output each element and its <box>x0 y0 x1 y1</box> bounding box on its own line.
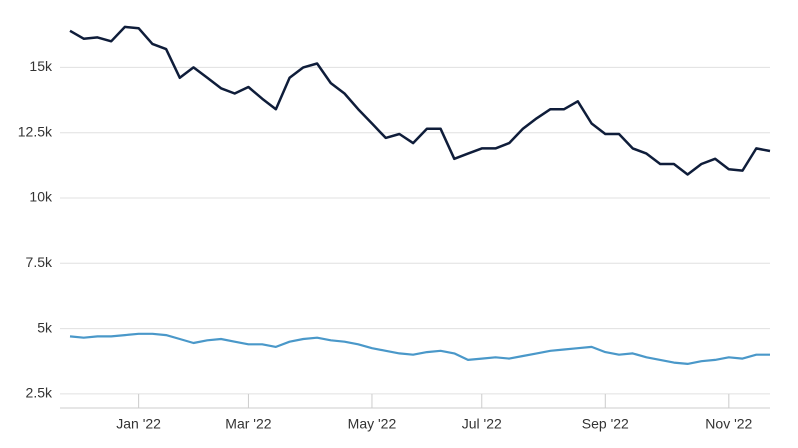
series-line <box>69 25 771 176</box>
y-tick-label: 7.5k <box>26 254 53 270</box>
x-tick-label: Nov '22 <box>705 416 752 432</box>
x-tick-label: Jul '22 <box>462 416 502 432</box>
x-tick-label: Mar '22 <box>225 416 271 432</box>
y-tick-label: 2.5k <box>26 385 53 401</box>
x-tick-label: Jan '22 <box>116 416 161 432</box>
series-line <box>69 332 770 365</box>
y-tick-label: 10k <box>29 189 53 205</box>
y-tick-label: 12.5k <box>18 123 53 139</box>
y-tick-label: 5k <box>37 319 53 335</box>
x-tick-label: Sep '22 <box>582 416 629 432</box>
x-tick-label: May '22 <box>348 416 397 432</box>
y-tick-label: 15k <box>29 58 53 74</box>
